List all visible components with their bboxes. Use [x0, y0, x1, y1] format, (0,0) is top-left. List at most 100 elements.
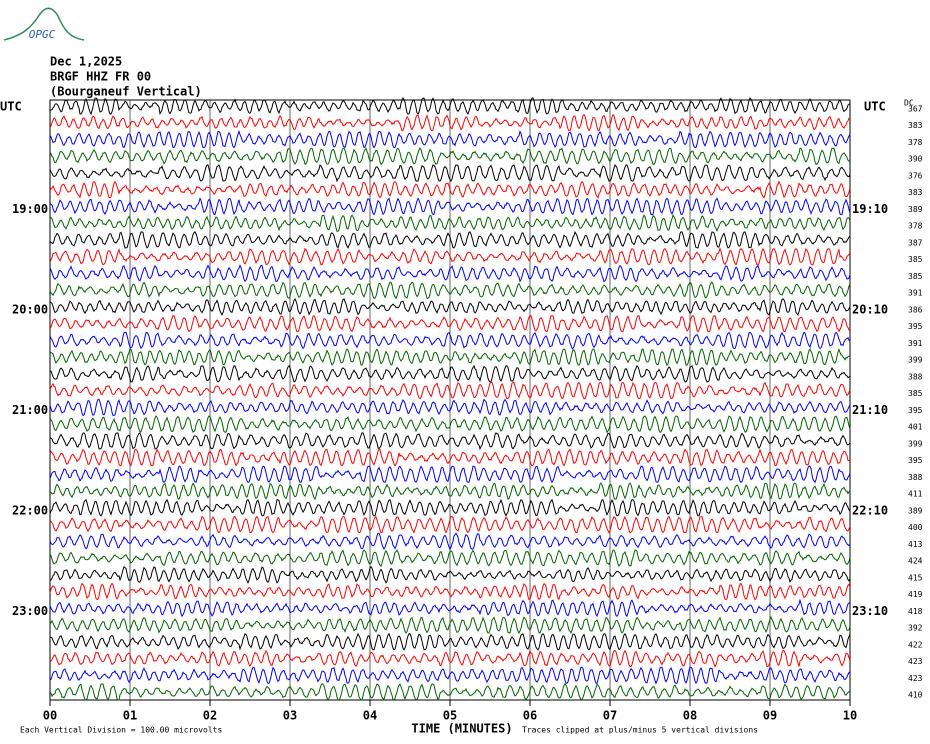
dc-value: 386 [908, 305, 923, 314]
trace [49, 615, 851, 635]
right-axis-label: UTC [864, 100, 886, 114]
dc-value: 399 [908, 439, 923, 448]
dc-value: 424 [908, 557, 923, 566]
dc-value: 383 [908, 121, 923, 130]
dc-value: 388 [908, 372, 923, 381]
dc-value: 389 [908, 506, 923, 515]
trace [49, 565, 851, 585]
clip-note: Traces clipped at plus/minus 5 vertical … [522, 726, 758, 735]
dc-value: 376 [908, 171, 923, 180]
trace [49, 582, 851, 601]
x-tick-label: 07 [603, 709, 617, 723]
dc-value: 419 [908, 590, 923, 599]
dc-value: 385 [908, 272, 923, 281]
trace [49, 113, 851, 132]
dc-value: 378 [908, 138, 923, 147]
dc-value: 395 [908, 322, 923, 331]
trace [49, 549, 851, 568]
x-axis-label: TIME (MINUTES) [411, 722, 512, 736]
dc-value: 399 [908, 356, 923, 365]
dc-value: 385 [908, 389, 923, 398]
x-tick-label: 10 [843, 709, 857, 723]
x-tick-label: 09 [763, 709, 777, 723]
x-tick-label: 08 [683, 709, 697, 723]
dc-value: 367 [908, 105, 923, 114]
left-time-label: 20:00 [12, 302, 48, 316]
trace [49, 298, 851, 316]
trace [49, 432, 851, 451]
x-tick-label: 00 [43, 709, 57, 723]
trace [49, 213, 851, 232]
trace [49, 129, 851, 149]
x-tick-label: 03 [283, 709, 297, 723]
dc-value: 400 [908, 523, 923, 532]
dc-value: 418 [908, 607, 923, 616]
trace [49, 180, 851, 199]
trace [49, 482, 851, 501]
dc-value: 395 [908, 456, 923, 465]
logo: OPGC [29, 28, 56, 41]
trace [49, 163, 851, 183]
dc-value: 411 [908, 490, 923, 499]
dc-value: 422 [908, 640, 923, 649]
dc-value: 390 [908, 155, 923, 164]
trace [49, 247, 851, 266]
left-time-label: 23:00 [12, 604, 48, 618]
dc-value: 423 [908, 657, 923, 666]
dc-value: 383 [908, 188, 923, 197]
dc-value: 385 [908, 255, 923, 264]
trace [49, 415, 851, 434]
trace [49, 96, 851, 116]
dc-value: 410 [908, 691, 923, 700]
scale-note: Each Vertical Division = 100.00 microvol… [20, 726, 222, 735]
trace [49, 649, 851, 668]
trace [49, 498, 851, 517]
dc-label: DC [904, 99, 914, 108]
trace [49, 398, 851, 417]
x-tick-label: 01 [123, 709, 137, 723]
trace [49, 465, 851, 484]
dc-value: 395 [908, 406, 923, 415]
right-time-label: 23:10 [852, 604, 888, 618]
trace [49, 348, 851, 367]
left-axis-label: UTC [0, 100, 22, 114]
trace [49, 448, 851, 467]
trace [49, 331, 851, 350]
dc-value: 415 [908, 573, 923, 582]
trace [49, 364, 851, 383]
trace [49, 314, 851, 333]
trace [49, 532, 851, 551]
trace [49, 281, 851, 300]
dc-value: 423 [908, 674, 923, 683]
trace [49, 598, 851, 618]
dc-value: 401 [908, 423, 923, 432]
trace [49, 230, 851, 249]
right-time-label: 21:10 [852, 403, 888, 417]
trace [50, 632, 851, 651]
x-tick-label: 04 [363, 709, 377, 723]
dc-value: 378 [908, 222, 923, 231]
logo-curve [3, 7, 85, 41]
dc-value: 413 [908, 540, 923, 549]
trace [49, 515, 851, 534]
trace [49, 666, 851, 685]
dc-value: 391 [908, 289, 923, 298]
x-tick-label: 06 [523, 709, 537, 723]
dc-value: 391 [908, 339, 923, 348]
x-tick-label: 05 [443, 709, 457, 723]
right-time-label: 22:10 [852, 503, 888, 517]
right-time-label: 19:10 [852, 202, 888, 216]
dc-value: 392 [908, 624, 923, 633]
trace [49, 381, 851, 400]
trace [49, 197, 851, 216]
title: (Bourganeuf Vertical) [50, 85, 202, 99]
trace [49, 147, 851, 165]
right-time-label: 20:10 [852, 302, 888, 316]
left-time-label: 19:00 [12, 202, 48, 216]
title: Dec 1,2025 [50, 55, 122, 69]
trace [49, 264, 851, 283]
left-time-label: 22:00 [12, 503, 48, 517]
dc-value: 389 [908, 205, 923, 214]
left-time-label: 21:00 [12, 403, 48, 417]
